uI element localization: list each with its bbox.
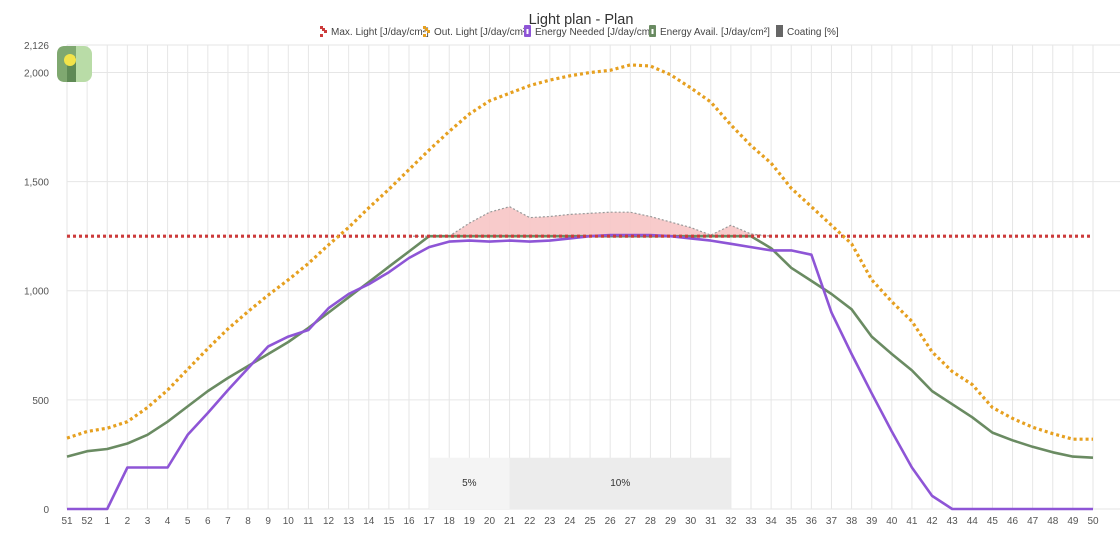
x-tick-label: 39: [866, 516, 878, 527]
excess-light-area: [67, 206, 1093, 237]
series-line-3: [66, 234, 1094, 459]
x-tick-label: 47: [1027, 516, 1039, 527]
x-tick-label: 42: [926, 516, 938, 527]
legend-swatch-dot: [320, 34, 323, 37]
legend-swatch-dot: [423, 34, 426, 37]
x-tick-label: 21: [504, 516, 516, 527]
x-tick-label: 1: [104, 516, 110, 527]
x-tick-label: 12: [323, 516, 335, 527]
grid-layer: [66, 44, 1120, 510]
x-tick-label: 23: [544, 516, 556, 527]
x-tick-label: 34: [766, 516, 778, 527]
excess-area-layer: [67, 206, 1093, 237]
coating-label: 5%: [462, 478, 477, 489]
legend-swatch-mark: [526, 29, 529, 34]
x-tick-label: 8: [245, 516, 251, 527]
x-tick-label: 31: [705, 516, 717, 527]
coating-bar: [429, 457, 510, 509]
y-tick-label: 1,000: [24, 287, 49, 298]
x-tick-label: 9: [265, 516, 271, 527]
series-line-1: [66, 63, 1093, 441]
legend-item: Energy Needed [J/day/cm²]: [524, 25, 656, 38]
x-tick-label: 2: [125, 516, 131, 527]
x-tick-label: 38: [846, 516, 858, 527]
legend-swatch-dot: [322, 28, 325, 31]
x-tick-label: 19: [464, 516, 476, 527]
x-tick-label: 4: [165, 516, 171, 527]
app-logo: [57, 46, 92, 82]
x-tick-label: 43: [947, 516, 959, 527]
y-tick-label: 2,000: [24, 68, 49, 79]
x-tick-label: 13: [343, 516, 355, 527]
x-tick-label: 27: [625, 516, 637, 527]
legend-label: Energy Avail. [J/day/cm²]: [660, 27, 770, 38]
legend-swatch-dot: [423, 26, 426, 29]
x-tick-label: 7: [225, 516, 231, 527]
legend-item: Out. Light [J/day/cm²]: [423, 26, 529, 38]
legend-label: Out. Light [J/day/cm²]: [434, 27, 529, 38]
legend-label: Coating [%]: [787, 27, 839, 38]
legend-swatch-dot: [427, 30, 430, 33]
y-tick-label: 2,126: [24, 41, 49, 52]
x-tick-label: 36: [806, 516, 818, 527]
legend-label: Energy Needed [J/day/cm²]: [535, 27, 656, 38]
x-tick-label: 37: [826, 516, 838, 527]
legend-item: Coating [%]: [776, 25, 839, 38]
x-tick-label: 22: [524, 516, 536, 527]
x-tick-label: 48: [1047, 516, 1059, 527]
coating-bar: [509, 457, 731, 509]
x-tick-label: 29: [665, 516, 677, 527]
x-tick-label: 17: [424, 516, 436, 527]
x-tick-label: 35: [786, 516, 798, 527]
x-tick-label: 15: [383, 516, 395, 527]
plant-logo-icon: [57, 46, 92, 82]
x-tick-label: 6: [205, 516, 211, 527]
x-tick-label: 20: [484, 516, 496, 527]
excess-light-outline: [409, 206, 772, 237]
x-tick-label: 28: [645, 516, 657, 527]
x-tick-label: 49: [1067, 516, 1079, 527]
x-tick-label: 41: [906, 516, 918, 527]
x-tick-label: 18: [444, 516, 456, 527]
coating-label: 10%: [610, 478, 630, 489]
y-tick-label: 0: [43, 505, 49, 516]
x-tick-label: 3: [145, 516, 151, 527]
x-tick-label: 33: [745, 516, 757, 527]
x-tick-label: 14: [363, 516, 375, 527]
x-tick-label: 25: [584, 516, 596, 527]
legend-swatch-dot: [320, 26, 323, 29]
y-tick-label: 1,500: [24, 178, 49, 189]
x-tick-label: 5: [185, 516, 191, 527]
x-tick-label: 16: [403, 516, 415, 527]
x-tick-label: 10: [283, 516, 295, 527]
x-tick-label: 32: [725, 516, 737, 527]
legend-swatch: [776, 25, 783, 37]
x-tick-label: 11: [303, 516, 314, 527]
y-tick-label: 500: [32, 396, 49, 407]
legend-label: Max. Light [J/day/cm²]: [331, 27, 429, 38]
x-tick-label: 51: [61, 516, 73, 527]
x-tick-label: 40: [886, 516, 898, 527]
x-tick-label: 24: [564, 516, 576, 527]
legend-item: Max. Light [J/day/cm²]: [320, 26, 429, 38]
chart-title: Light plan - Plan: [529, 12, 634, 28]
legend-swatch-dot: [324, 30, 327, 33]
x-tick-label: 50: [1087, 516, 1099, 527]
coating-band-layer: 5% 10%: [429, 457, 731, 509]
x-tick-label: 46: [1007, 516, 1019, 527]
x-tick-label: 26: [605, 516, 617, 527]
legend-swatch-mark: [651, 29, 654, 34]
legend: Max. Light [J/day/cm²] Out. Light [J/day/…: [320, 25, 839, 38]
x-tick-label: 52: [82, 516, 94, 527]
x-tick-label: 44: [967, 516, 979, 527]
legend-item: Energy Avail. [J/day/cm²]: [649, 25, 770, 38]
series-layer: [66, 63, 1094, 511]
legend-swatch-dot: [425, 28, 428, 31]
x-tick-label: 45: [987, 516, 999, 527]
x-tick-label: 30: [685, 516, 697, 527]
